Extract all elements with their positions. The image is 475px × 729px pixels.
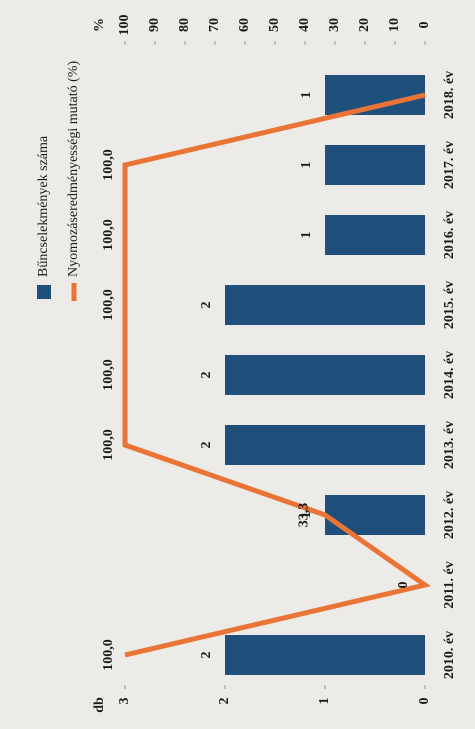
y-tick-label: 0	[417, 698, 432, 705]
bar	[325, 145, 425, 185]
y2-tick-label: 40	[297, 18, 312, 32]
x-tick-label: 2015. év	[442, 281, 457, 329]
x-tick-label: 2014. év	[442, 351, 457, 399]
y2-tick-label: 30	[327, 18, 342, 32]
bar	[225, 355, 425, 395]
y2-tick-label: 50	[267, 18, 282, 32]
y-tick-label: 3	[117, 698, 132, 705]
bar-value-label: 2	[199, 302, 214, 309]
line-value-label: 33,3	[296, 503, 311, 528]
y2-tick-label: 80	[177, 18, 192, 32]
y2-tick-label: 90	[147, 18, 162, 32]
line-value-label: 100,0	[101, 429, 116, 461]
bar-value-label: 1	[299, 92, 314, 99]
x-tick-label: 2010. év	[442, 631, 457, 679]
bar	[325, 75, 425, 115]
y2-tick-label: 60	[237, 18, 252, 32]
y-axis-title: db	[92, 697, 107, 713]
bar-value-label: 1	[299, 512, 314, 519]
x-tick-label: 2013. év	[442, 421, 457, 469]
x-tick-label: 2017. év	[442, 141, 457, 189]
bar	[225, 425, 425, 465]
bar	[325, 215, 425, 255]
y2-tick-label: 20	[357, 18, 372, 32]
legend-swatch	[37, 285, 51, 299]
line-value-label: 100,0	[101, 149, 116, 181]
y2-tick-label: 0	[417, 22, 432, 29]
y2-tick-label: 10	[387, 18, 402, 32]
line-value-label: 100,0	[101, 639, 116, 671]
x-tick-label: 2016. év	[442, 211, 457, 259]
bar	[225, 635, 425, 675]
bar-value-label: 2	[199, 372, 214, 379]
y2-tick-label: 100	[117, 15, 132, 36]
bar	[225, 285, 425, 325]
bar-value-label: 1	[299, 232, 314, 239]
y-tick-label: 2	[217, 698, 232, 705]
line-value-label: 100,0	[101, 359, 116, 391]
x-tick-label: 2012. év	[442, 491, 457, 539]
x-tick-label: 2018. év	[442, 71, 457, 119]
bar	[325, 495, 425, 535]
bar-value-label: 2	[199, 442, 214, 449]
line	[122, 92, 432, 658]
line-value-label: 0	[396, 582, 411, 589]
bar-value-label: 1	[299, 162, 314, 169]
y-tick-label: 1	[317, 698, 332, 705]
bar-value-label: 2	[199, 652, 214, 659]
legend-label: Nyomozáseredményességi mutató (%)	[66, 61, 81, 277]
y2-axis-title: %	[92, 18, 107, 32]
x-tick-label: 2011. év	[442, 561, 457, 608]
legend-label: Bűncselekmények száma	[36, 135, 51, 277]
line-value-label: 100,0	[101, 289, 116, 321]
line-value-label: 100,0	[101, 219, 116, 251]
y2-tick-label: 70	[207, 18, 222, 32]
